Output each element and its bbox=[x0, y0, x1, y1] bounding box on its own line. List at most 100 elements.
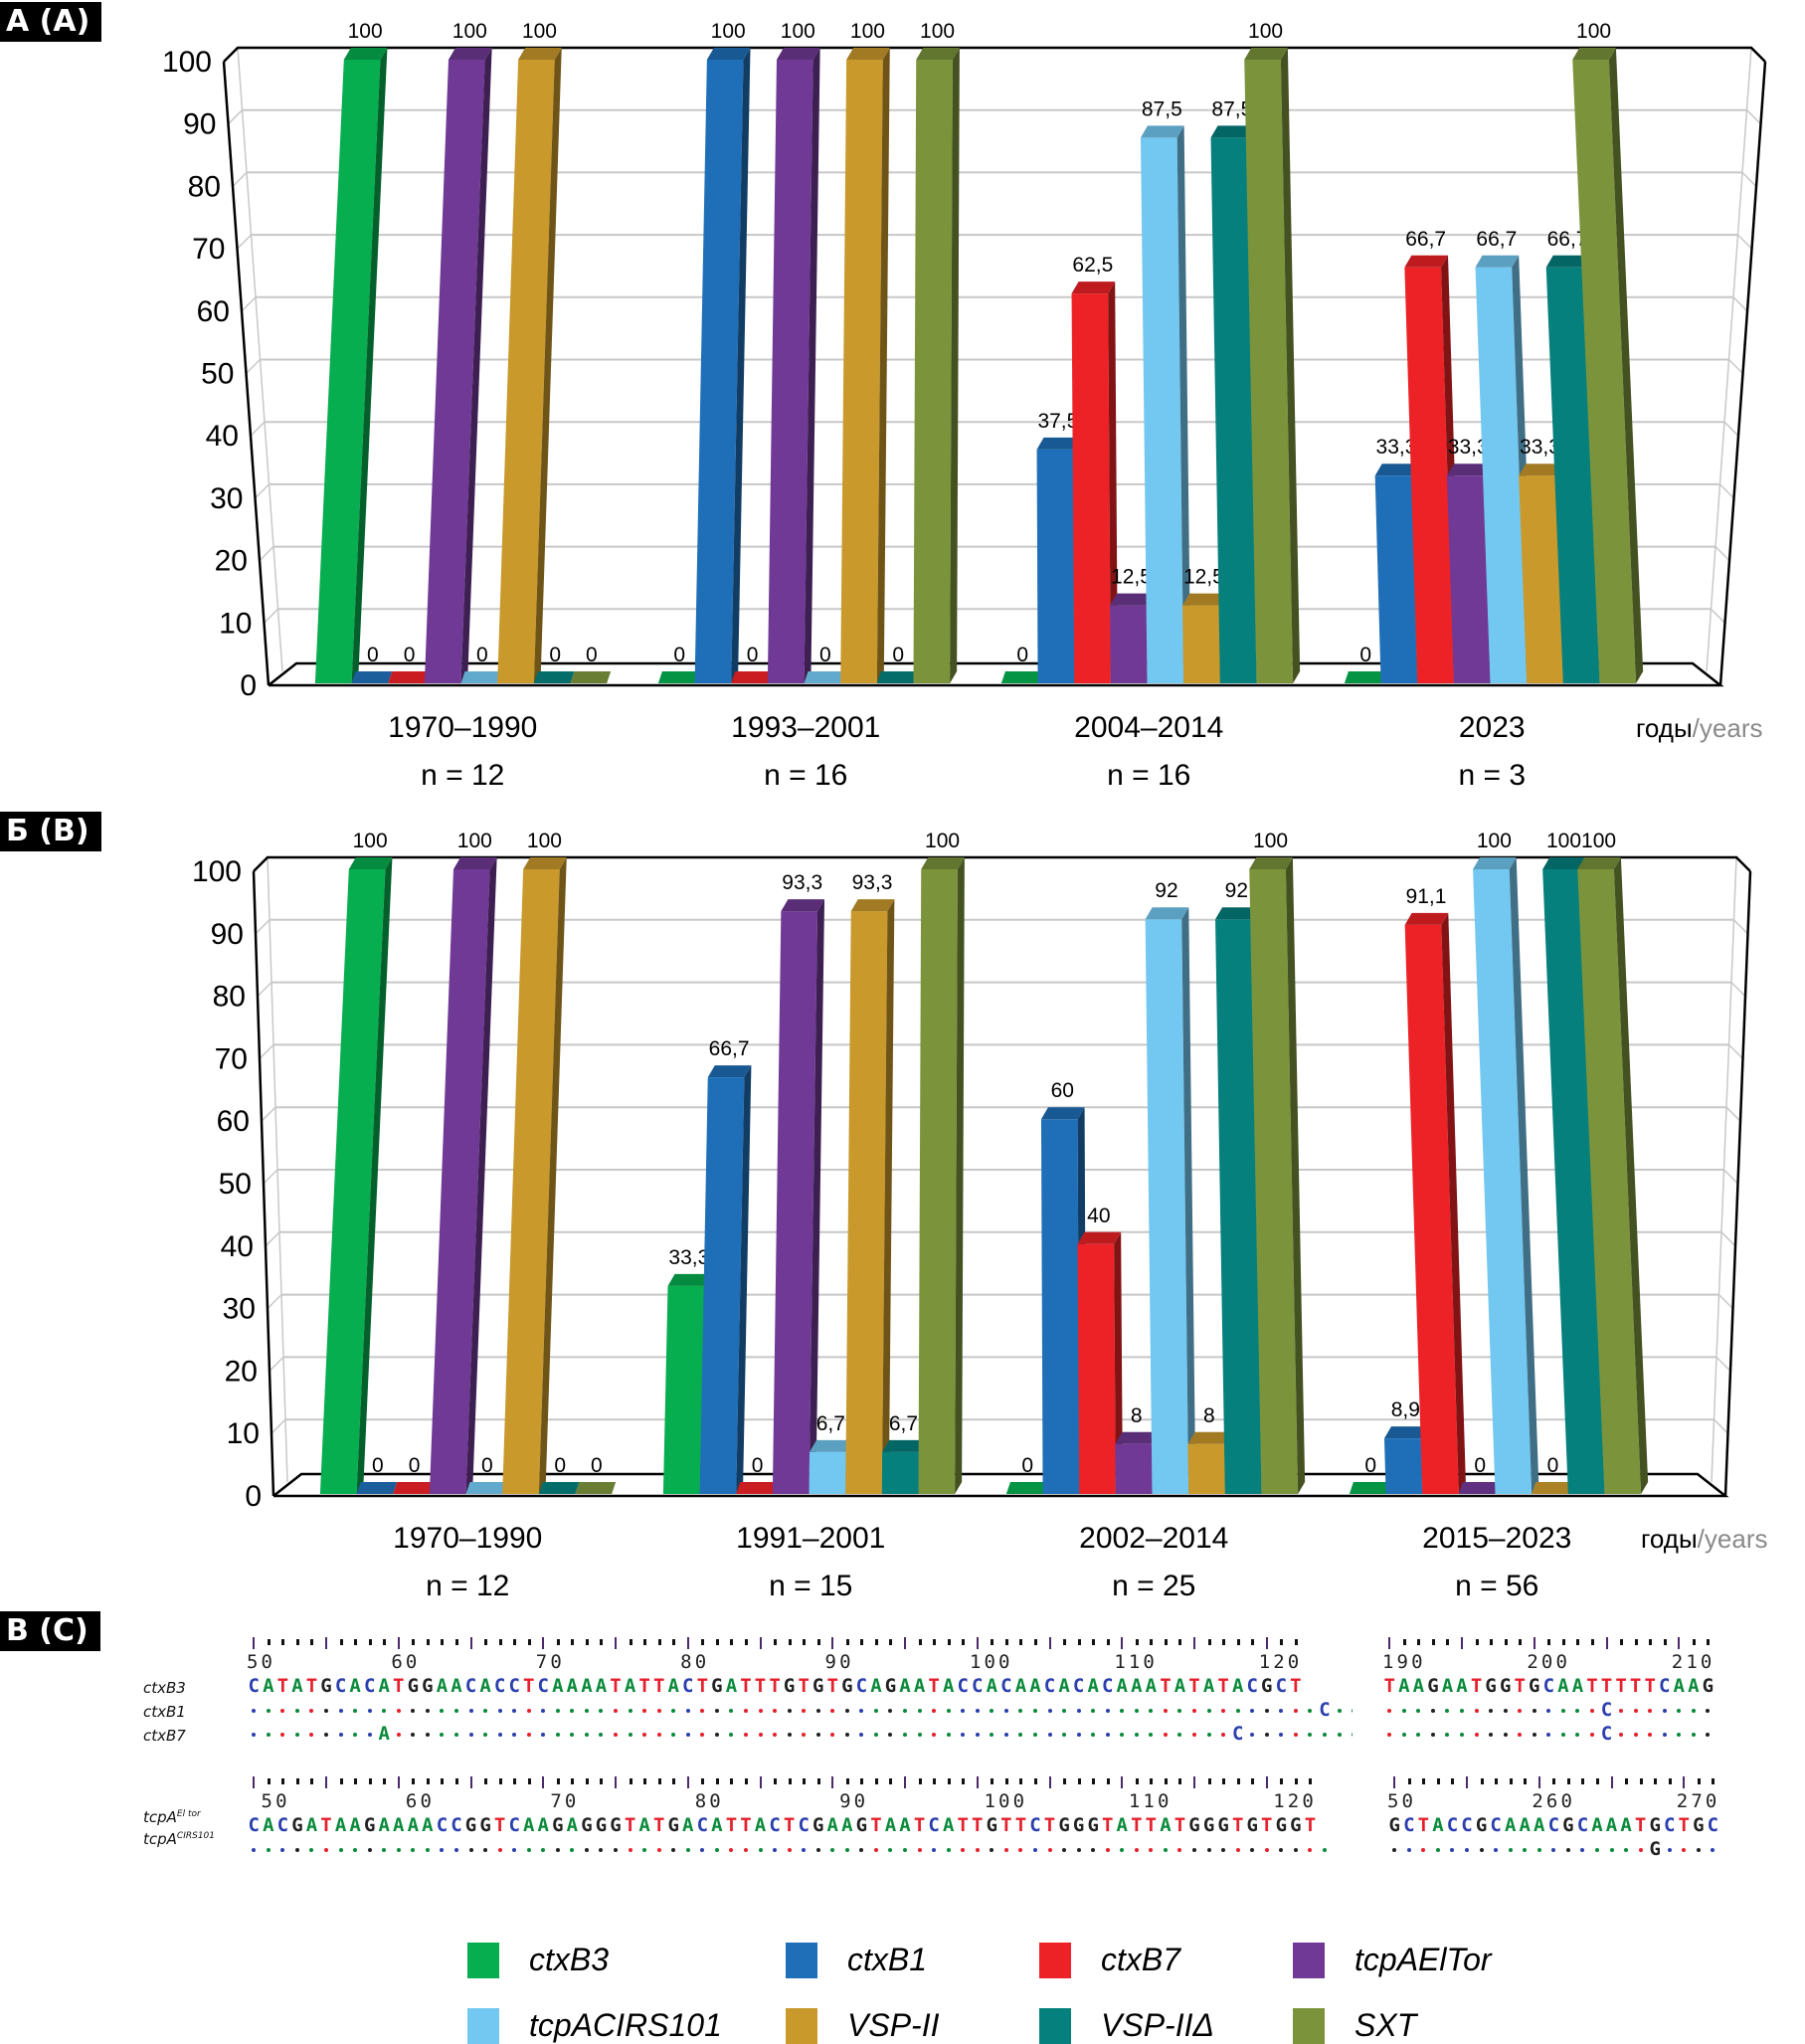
ruler-tick bbox=[976, 1637, 979, 1649]
bar-top bbox=[1036, 437, 1081, 450]
ruler-tick bbox=[542, 1637, 545, 1649]
legend-swatch bbox=[1293, 2007, 1325, 2044]
x-axis-label-en: /years bbox=[1693, 713, 1763, 743]
bar-front bbox=[1115, 1443, 1153, 1494]
ruler-tick bbox=[412, 1778, 416, 1784]
legend-item: ctxB3 bbox=[467, 1942, 609, 1978]
ruler-tick bbox=[816, 1639, 820, 1645]
x-category-label: 2015–2023 bbox=[1422, 1522, 1571, 1555]
ruler-tick bbox=[1178, 1778, 1182, 1784]
ruler-tick bbox=[1077, 1639, 1081, 1645]
bar-front bbox=[1210, 137, 1257, 683]
bar-front bbox=[1249, 869, 1299, 1494]
sequence-row: C bbox=[247, 1699, 1353, 1721]
ruler-tick bbox=[1605, 1637, 1608, 1649]
ruler-tick bbox=[368, 1778, 372, 1784]
ruler-tick bbox=[454, 1639, 458, 1645]
ruler-tick bbox=[1048, 1637, 1051, 1649]
bar-top bbox=[916, 48, 960, 60]
ruler-tick bbox=[629, 1639, 632, 1645]
data-label: 0 bbox=[1016, 644, 1028, 666]
legend-label: ctxB1 bbox=[847, 1942, 928, 1977]
data-label: 60 bbox=[1051, 1079, 1074, 1102]
bar-front bbox=[1473, 869, 1533, 1494]
ruler-tick bbox=[339, 1778, 343, 1784]
ruler-tick bbox=[1634, 1639, 1638, 1645]
ruler-tick bbox=[1436, 1778, 1440, 1784]
ruler-tick bbox=[1265, 1776, 1268, 1788]
bar-floor bbox=[1532, 1482, 1572, 1494]
data-label: 33,3 bbox=[1448, 436, 1489, 459]
ruler-tick bbox=[730, 1778, 734, 1784]
bar-floor bbox=[1458, 1482, 1500, 1494]
gridline-wall bbox=[241, 296, 257, 312]
bar-top bbox=[1446, 464, 1491, 476]
gridline-wall bbox=[236, 234, 253, 250]
ruler-tick bbox=[1537, 1776, 1540, 1788]
x-category-label: 2002–2014 bbox=[1079, 1522, 1228, 1555]
ruler-tick bbox=[1707, 1639, 1711, 1645]
bar-front bbox=[1215, 919, 1262, 1494]
ruler-tick bbox=[1519, 1639, 1523, 1645]
ruler-tick bbox=[947, 1778, 951, 1784]
bar-ctxB1-0 bbox=[356, 1482, 398, 1494]
bar-front bbox=[1542, 869, 1605, 1494]
data-label: 92 bbox=[1155, 879, 1177, 902]
bar-floor bbox=[1005, 1482, 1047, 1494]
data-label: 66,7 bbox=[1405, 228, 1446, 251]
legend-item: VSP-IIΔ bbox=[1039, 2007, 1214, 2044]
chart-a: 0 10 20 30 40 50 60 70 80 90 100 100 0 0 100 0 100 0 0 1970… bbox=[162, 20, 1767, 792]
data-label: 8,9 bbox=[1391, 1398, 1420, 1421]
data-label: 0 bbox=[1021, 1454, 1033, 1477]
data-label: 0 bbox=[481, 1454, 493, 1477]
ruler-tick bbox=[686, 1776, 689, 1788]
bar-tcpACIRS101-1 bbox=[804, 671, 845, 683]
ruler-tick bbox=[904, 1776, 907, 1788]
ruler-tick bbox=[281, 1639, 285, 1645]
bar-front bbox=[1374, 475, 1418, 683]
data-label: 100 bbox=[1546, 830, 1581, 852]
bar-side bbox=[1114, 1231, 1123, 1494]
y-tick-label: 80 bbox=[213, 981, 246, 1014]
ruler-tick bbox=[1178, 1639, 1182, 1645]
ruler-tick bbox=[1294, 1778, 1298, 1784]
gridline-wall bbox=[250, 421, 266, 437]
data-label: 87,5 bbox=[1142, 97, 1182, 120]
ruler-tick bbox=[571, 1639, 575, 1645]
row-label-ctxB7: ctxB7 bbox=[143, 1727, 186, 1745]
ruler-tick bbox=[1461, 1637, 1464, 1649]
legend-item: SXT bbox=[1293, 2007, 1416, 2044]
bar-front bbox=[1446, 475, 1491, 683]
gridline-wall bbox=[263, 1169, 278, 1185]
bar-ctxB7-0 bbox=[393, 1482, 434, 1494]
bar-top bbox=[1249, 857, 1293, 869]
ruler-tick bbox=[1422, 1778, 1426, 1784]
bar-ctxB7-2 bbox=[1077, 1231, 1123, 1494]
ruler-tick bbox=[1388, 1637, 1391, 1649]
y-tick-label: 30 bbox=[210, 482, 243, 515]
bar-SXT-3 bbox=[1577, 857, 1649, 1494]
ruler-tick bbox=[1164, 1778, 1168, 1784]
ruler-tick bbox=[454, 1778, 458, 1784]
ruler-tick bbox=[774, 1778, 778, 1784]
ruler-tick bbox=[1417, 1639, 1421, 1645]
bar-front bbox=[1572, 60, 1637, 683]
bar-front bbox=[1475, 267, 1528, 683]
ruler bbox=[247, 1770, 1353, 1790]
y-tick-label: 60 bbox=[197, 295, 230, 328]
ruler-tick bbox=[991, 1778, 994, 1784]
gridline-wall bbox=[1723, 421, 1739, 437]
ruler-tick bbox=[1092, 1639, 1096, 1645]
bar-VSP-II-3 bbox=[1532, 1482, 1572, 1494]
bar-top bbox=[810, 1439, 853, 1452]
ruler-tick bbox=[1625, 1778, 1629, 1784]
bar-front bbox=[1036, 449, 1075, 683]
data-label: 0 bbox=[1547, 1454, 1559, 1477]
ruler-tick bbox=[325, 1637, 328, 1649]
data-label: 0 bbox=[367, 644, 379, 666]
bar-ctxB3-2 bbox=[1005, 1482, 1047, 1494]
bar-front bbox=[502, 869, 560, 1494]
